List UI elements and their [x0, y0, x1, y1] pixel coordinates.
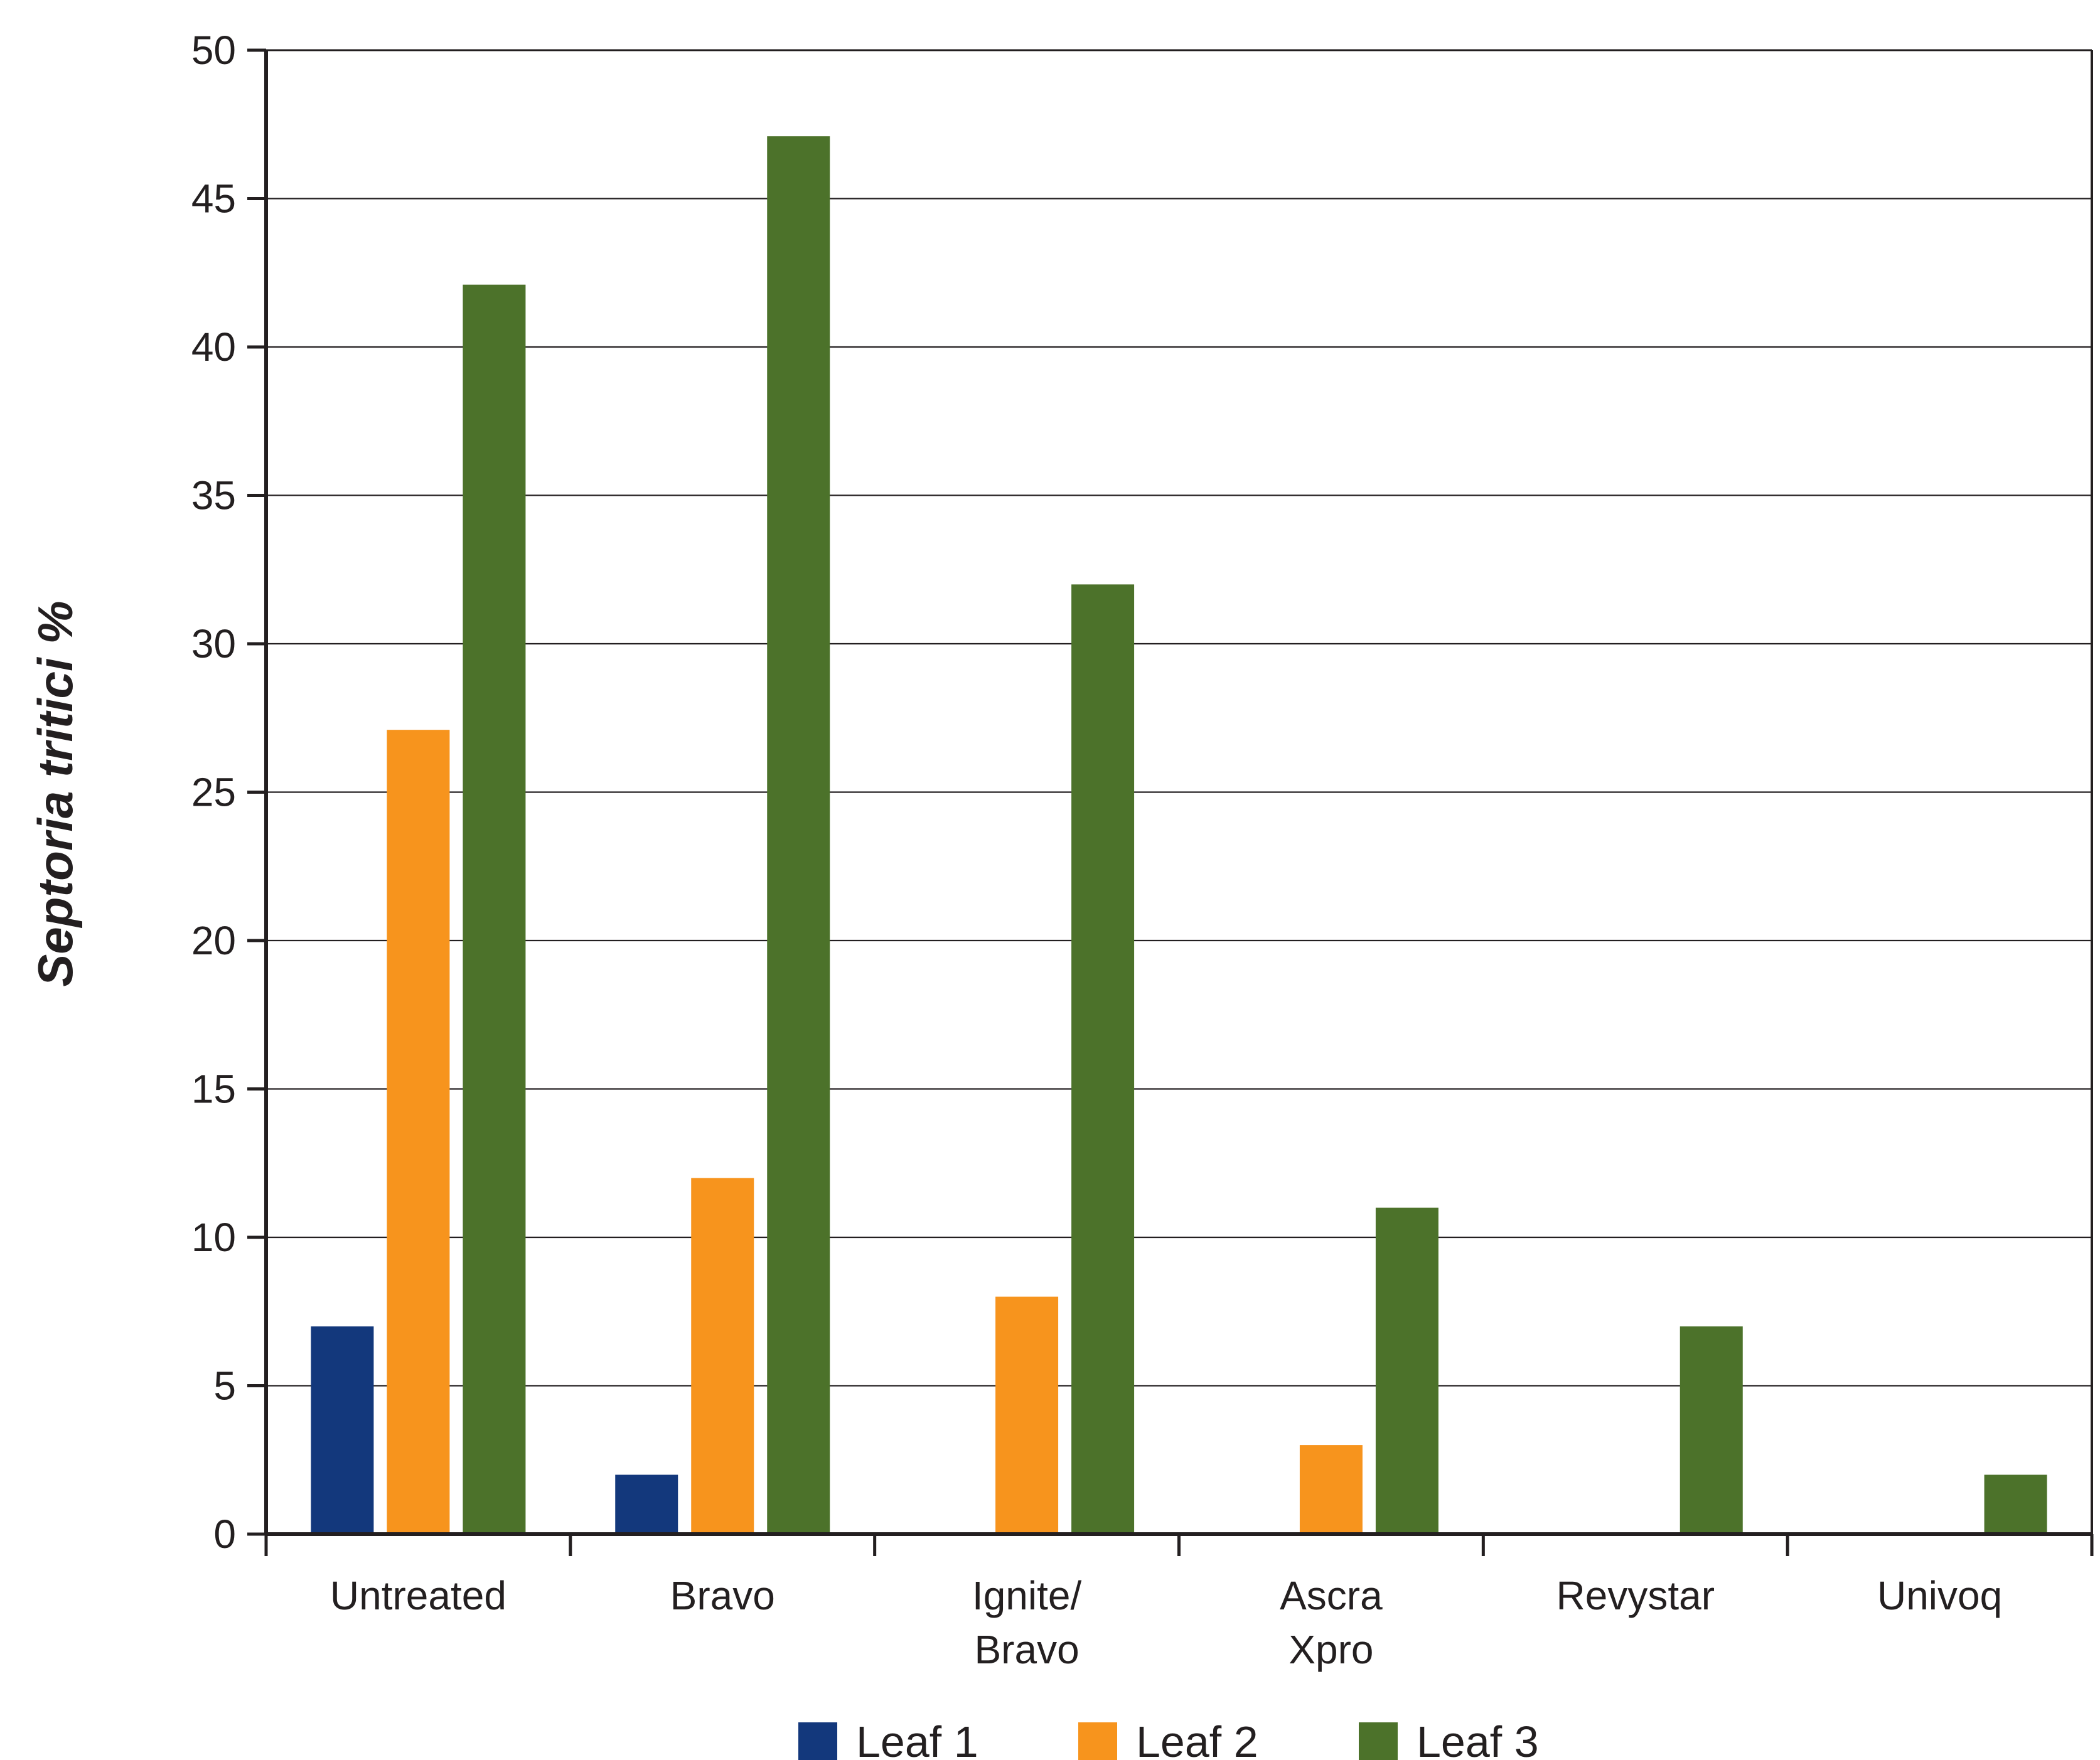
x-tick-label: Ascra: [1280, 1573, 1383, 1618]
axes: [247, 48, 2094, 1556]
y-tick-label: 10: [191, 1215, 236, 1260]
legend-label: Leaf 2: [1136, 1717, 1258, 1760]
bar: [1071, 584, 1135, 1534]
bar: [387, 730, 450, 1534]
bar: [995, 1296, 1059, 1534]
y-tick-label: 35: [191, 473, 236, 518]
x-tick-label: Xpro: [1288, 1627, 1373, 1672]
bar: [1299, 1445, 1363, 1534]
bar: [691, 1178, 754, 1534]
x-tick-label: Bravo: [974, 1627, 1079, 1672]
x-tick-label: Ignite/: [972, 1573, 1082, 1618]
x-tick-label: Bravo: [670, 1573, 775, 1618]
x-tick-label: Revystar: [1556, 1573, 1715, 1618]
bar: [615, 1475, 678, 1534]
y-tick-label: 40: [191, 324, 236, 370]
y-tick-label: 30: [191, 621, 236, 666]
legend-swatch: [1359, 1722, 1398, 1760]
legend-label: Leaf 1: [856, 1717, 978, 1760]
bar: [463, 284, 526, 1534]
y-tick-label: 50: [191, 28, 236, 73]
y-tick-label: 0: [213, 1512, 236, 1557]
y-tick-labels: 0 5 10 15 20 25 30 35 40 45 50: [191, 28, 236, 1557]
bars: [311, 136, 2047, 1535]
legend-label: Leaf 3: [1417, 1717, 1539, 1760]
y-tick-label: 25: [191, 770, 236, 815]
y-tick-label: 5: [213, 1363, 236, 1409]
y-tick-label: 20: [191, 918, 236, 963]
bar: [1984, 1475, 2047, 1534]
y-tick-label: 45: [191, 176, 236, 221]
legend-swatch: [798, 1722, 837, 1760]
legend-swatch: [1078, 1722, 1117, 1760]
x-tick-label: Untreated: [330, 1573, 506, 1618]
bar: [1679, 1326, 1743, 1534]
legend: Leaf 1 Leaf 2 Leaf 3: [798, 1717, 1539, 1760]
bar: [1375, 1207, 1438, 1534]
x-tick-labels: Untreated Bravo Ignite/Bravo Ascra Xpro Revys…: [330, 1573, 2002, 1672]
x-tick-label: Univoq: [1877, 1573, 2002, 1618]
y-tick-label: 15: [191, 1067, 236, 1112]
bar: [311, 1326, 374, 1534]
y-axis-title: Septoria tritici %: [28, 600, 83, 986]
gridlines: [266, 49, 2092, 1387]
bar: [767, 136, 830, 1535]
